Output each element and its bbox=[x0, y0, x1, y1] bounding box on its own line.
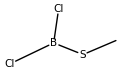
Text: B: B bbox=[50, 38, 57, 48]
Text: S: S bbox=[80, 50, 86, 60]
Text: Cl: Cl bbox=[5, 59, 15, 69]
Text: Cl: Cl bbox=[53, 4, 64, 14]
